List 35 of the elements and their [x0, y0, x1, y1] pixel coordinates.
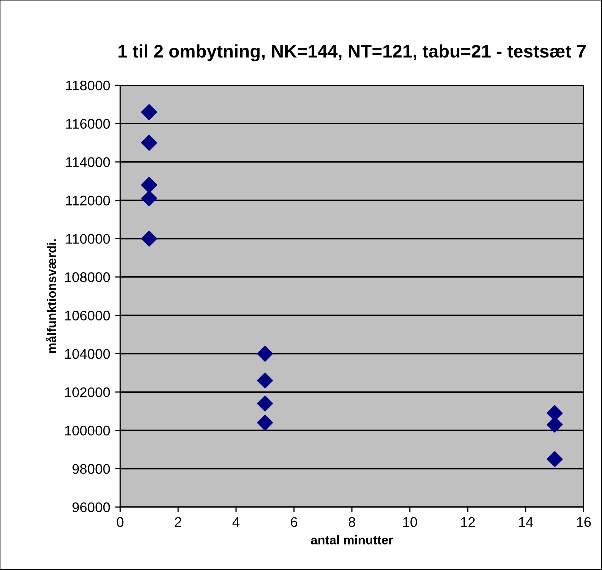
- x-tick-label: 10: [403, 517, 418, 528]
- point: [257, 396, 274, 412]
- point: [257, 372, 274, 389]
- point: [141, 190, 158, 207]
- x-tick-label: 16: [577, 517, 592, 528]
- y-axis-title: målfunktionsværdi.: [46, 240, 56, 354]
- y-tick-label: 112000: [66, 196, 110, 206]
- x-tick-label: 6: [291, 517, 298, 528]
- y-tick-label: 102000: [65, 388, 110, 398]
- y-tick-label: 116000: [66, 119, 110, 130]
- y-tick-label: 100000: [65, 426, 110, 436]
- y-tick-label: 96000: [72, 502, 110, 512]
- x-axis-title: antal minutter: [311, 536, 394, 545]
- x-tick-label: 4: [232, 518, 240, 528]
- x-tick-label: 2: [175, 517, 182, 528]
- y-tick-label: 106000: [65, 310, 110, 321]
- x-tick-label: 0: [117, 517, 124, 528]
- point: [141, 177, 158, 194]
- y-tick-label: 108000: [65, 272, 110, 282]
- point: [257, 414, 274, 431]
- point: [546, 451, 563, 468]
- y-tick-label: 118000: [66, 80, 110, 91]
- x-tick-label: 8: [348, 517, 356, 528]
- x-tick-label: 14: [519, 518, 534, 528]
- chart-title: 1 til 2 ombytning, NK=144, NT=121, tabu=21 - testsæt 7: [118, 44, 586, 62]
- y-tick-label: 114000: [66, 158, 110, 168]
- y-tick-label: 98000: [72, 464, 110, 474]
- y-tick-label: 104000: [65, 349, 110, 360]
- y-tick-label: 110000: [66, 234, 110, 244]
- point: [141, 230, 158, 247]
- point: [141, 104, 158, 120]
- point: [141, 135, 158, 151]
- x-tick-label: 12: [461, 517, 476, 528]
- point: [257, 346, 274, 362]
- point: [546, 405, 563, 422]
